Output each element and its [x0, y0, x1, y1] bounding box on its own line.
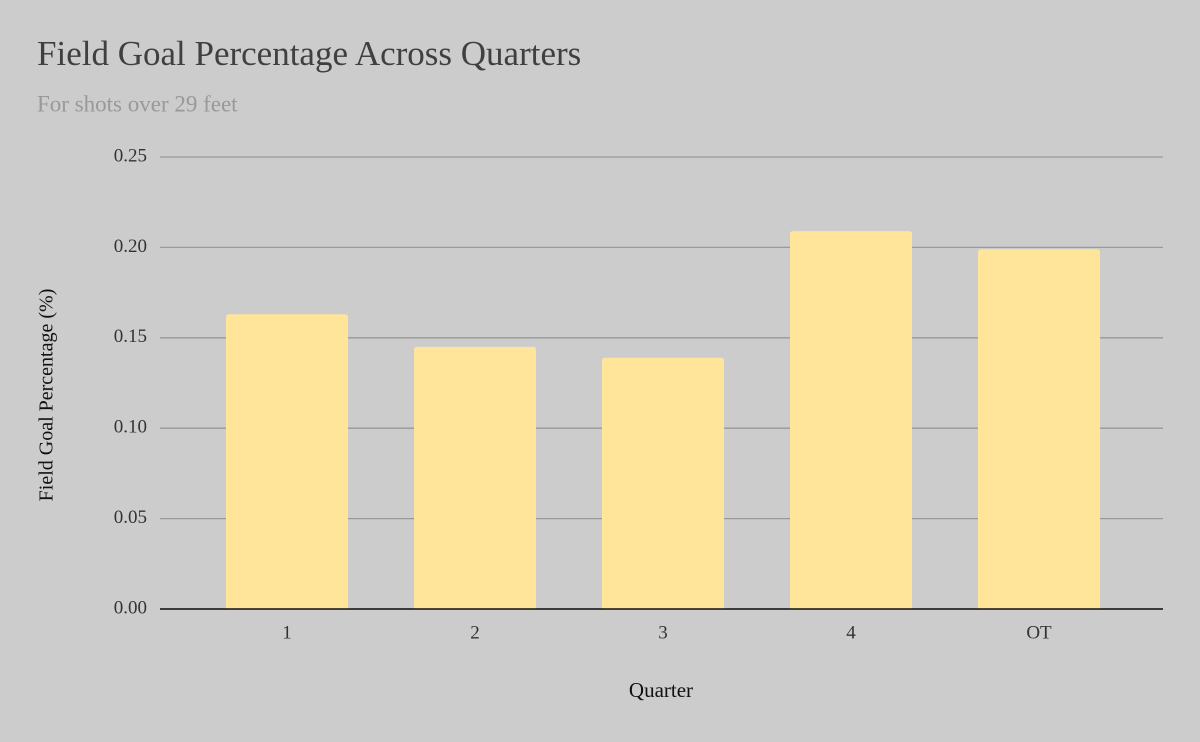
bar	[602, 357, 724, 609]
chart-subtitle: For shots over 29 feet	[37, 91, 238, 116]
bar	[790, 231, 912, 610]
x-tick-label: 3	[658, 622, 668, 643]
x-tick-label: OT	[1026, 622, 1052, 643]
y-tick-label: 0.05	[114, 507, 147, 528]
bar	[978, 249, 1100, 609]
y-tick-label: 0.20	[114, 236, 147, 257]
bar	[414, 346, 536, 609]
y-axis-label: Field Goal Percentage (%)	[36, 289, 58, 502]
x-axis-label: Quarter	[629, 678, 693, 702]
chart-title: Field Goal Percentage Across Quarters	[37, 34, 581, 73]
x-tick-label: 4	[846, 622, 856, 643]
x-tick-label: 2	[470, 622, 480, 643]
y-tick-label: 0.15	[114, 326, 147, 347]
y-tick-label: 0.10	[114, 417, 147, 438]
y-tick-label: 0.00	[114, 597, 147, 618]
bar	[226, 314, 348, 609]
y-tick-label: 0.25	[114, 145, 147, 166]
x-tick-label: 1	[282, 622, 292, 643]
